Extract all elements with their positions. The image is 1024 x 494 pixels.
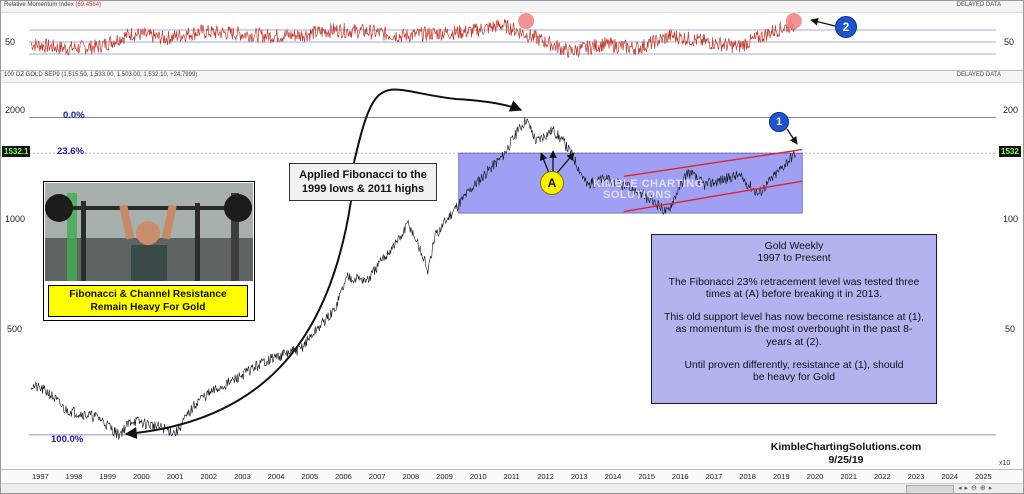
arrow-marker-two <box>810 17 836 27</box>
x-axis: 1997 1998 1999 2000 2001 2002 2003 2004 2005 2006… <box>1 469 1023 483</box>
rmi-y-tick-left: 50 <box>5 37 16 47</box>
info-title2: 1997 to Present <box>757 253 831 265</box>
x-tick-label: 2017 <box>705 472 723 481</box>
x10-label: x10 <box>999 460 1011 467</box>
fibonacci-zone-box <box>458 152 803 214</box>
credit-site: KimbleChartingSolutions.com <box>770 441 922 453</box>
info-paragraph3: Until proven differently, resistance at … <box>684 360 904 384</box>
photo-caption-line2: Remain Heavy For Gold <box>90 302 206 313</box>
x-tick-label: 2020 <box>806 472 824 481</box>
rmi-panel-header: Relative Momentum Index (69.4564) DELAYE… <box>1 1 1023 13</box>
x-tick-label: 2009 <box>436 472 453 481</box>
x-tick-label: 2004 <box>267 472 285 481</box>
photo-panel: Fibonacci & Channel Resistance Remain He… <box>43 181 255 321</box>
chart-svg <box>1 13 1023 441</box>
last-price-tag-right: 1532 <box>999 146 1021 157</box>
x-tick-label: 2007 <box>368 472 386 481</box>
scroll-controls[interactable]: ◂▸⊖⊕▸ <box>958 485 996 492</box>
rmi-peak-2019-highlight <box>785 13 802 29</box>
fib-label-0: 0.0% <box>63 110 85 121</box>
credit-block: KimbleChartingSolutions.com 9/25/19 <box>761 441 931 467</box>
arrow-a-left <box>539 152 550 174</box>
x-tick-label: 2008 <box>402 472 420 481</box>
watermark-line1: KIMBLE CHARTING <box>593 178 704 190</box>
annotation-layer <box>124 17 836 440</box>
arrow-marker-one <box>786 128 798 145</box>
x-tick-label: 2001 <box>166 472 184 481</box>
arrow-a-right <box>556 152 575 174</box>
weightlifter-illustration <box>45 183 253 281</box>
marker-one-badge: 1 <box>769 112 789 132</box>
x-tick-label: 2003 <box>234 472 251 481</box>
x-tick-label: 2023 <box>907 472 925 481</box>
price-panel-header: 100 OZ GOLD SEP9 (1,515.50, 1,533.00, 1,… <box>1 71 1023 83</box>
x-tick-label: 2000 <box>133 472 150 481</box>
x-tick-label: 2021 <box>840 472 858 481</box>
x-tick-label: 2016 <box>671 472 689 481</box>
x-tick-label: 2012 <box>537 472 554 481</box>
x-tick-label: 1999 <box>99 472 117 481</box>
fibonacci-callout-line1: Applied Fibonacci to the <box>299 169 427 181</box>
fib-label-100: 100.0% <box>51 434 84 445</box>
channel-lower-line <box>623 180 803 213</box>
watermark: KIMBLE CHARTING SOLUTIONS <box>593 179 704 201</box>
rmi-peak-2011-highlight <box>518 13 535 29</box>
x-tick-label: 2025 <box>975 472 992 481</box>
price-series-layer <box>29 116 996 441</box>
credit-date: 9/25/19 <box>828 454 864 466</box>
x-tick-label: 2019 <box>772 472 790 481</box>
x-tick-label: 2018 <box>739 472 756 481</box>
fib-arrow-to-1999-low <box>124 200 352 440</box>
x-tick-label: 2015 <box>638 472 655 481</box>
fib-label-23-6: 23.6% <box>57 146 84 157</box>
chart-scrollbar[interactable]: ◂▸⊖⊕▸ <box>1 483 1023 493</box>
y-tick-right-200: 200 <box>1003 105 1019 115</box>
info-paragraph1: The Fibonacci 23% retracement level was … <box>668 276 920 300</box>
x-tick-label: 2013 <box>570 472 588 481</box>
x-tick-label: 2010 <box>469 472 487 481</box>
x-tick-label: 2002 <box>200 472 218 481</box>
rmi-series-layer <box>30 13 802 58</box>
rmi-line <box>30 18 796 58</box>
x-tick-label: 2014 <box>604 472 622 481</box>
price-status: DELAYED DATA <box>956 72 1001 78</box>
y-tick-left-2000: 2000 <box>5 105 26 115</box>
y-tick-left-1000: 1000 <box>5 214 26 224</box>
y-tick-right-100: 100 <box>1003 214 1019 224</box>
last-price-tag-left: 1532.1 <box>2 146 31 157</box>
channel-upper-line <box>623 148 803 178</box>
rmi-y-tick-right: 50 <box>1004 37 1015 47</box>
fibonacci-callout-line2: 1999 lows & 2011 highs <box>301 183 425 195</box>
rmi-status: DELAYED DATA <box>956 2 1001 8</box>
price-title: 100 OZ GOLD SEP9 (1,515.50, 1,533.00, 1,… <box>4 72 198 78</box>
y-tick-right-50: 50 <box>1005 324 1016 334</box>
analysis-info-box: Gold Weekly 1997 to Present The Fibonacc… <box>651 234 937 404</box>
gold-price-line <box>30 116 796 441</box>
x-tick-label: 2024 <box>941 472 959 481</box>
watermark-line2: SOLUTIONS <box>603 189 672 201</box>
info-title1: Gold Weekly <box>764 241 824 252</box>
x-tick-label: 2006 <box>335 472 352 481</box>
x-tick-label: 2005 <box>301 472 319 481</box>
x-tick-label: 1998 <box>65 472 83 481</box>
fibonacci-callout: Applied Fibonacci to the 1999 lows & 201… <box>289 163 437 201</box>
x-tick-label: 2022 <box>874 472 891 481</box>
marker-a-badge: A <box>540 171 564 195</box>
x-tick-label: 2011 <box>503 472 520 481</box>
info-paragraph2: This old support level has now become re… <box>664 312 924 348</box>
photo-caption: Fibonacci & Channel Resistance Remain He… <box>48 285 248 317</box>
fib-arrow-to-2011-high <box>350 88 523 177</box>
y-tick-left-500: 500 <box>7 324 23 334</box>
rmi-value: (69.4564) <box>75 2 102 8</box>
scrollbar-thumb[interactable] <box>906 485 954 493</box>
marker-two-badge: 2 <box>835 16 857 38</box>
weightlifter-photo <box>45 183 253 281</box>
x-tick-label: 1997 <box>32 472 49 481</box>
rmi-title: Relative Momentum Index <box>4 2 74 8</box>
photo-caption-line1: Fibonacci & Channel Resistance <box>69 289 227 300</box>
